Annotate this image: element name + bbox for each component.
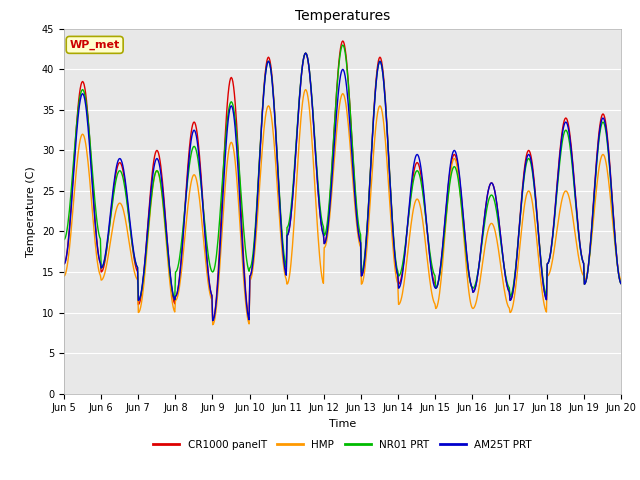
CR1000 panelT	[209, 318, 216, 324]
CR1000 panelT	[184, 163, 192, 168]
HMP	[209, 322, 216, 327]
HMP	[60, 273, 68, 279]
NR01 PRT	[127, 235, 135, 241]
AM25T PRT	[617, 281, 625, 287]
CR1000 panelT	[60, 261, 68, 267]
Y-axis label: Temperature (C): Temperature (C)	[26, 166, 36, 257]
AM25T PRT	[127, 231, 135, 237]
AM25T PRT	[214, 276, 222, 281]
HMP	[428, 291, 436, 297]
NR01 PRT	[214, 236, 222, 241]
AM25T PRT	[428, 272, 436, 277]
HMP	[412, 198, 419, 204]
AM25T PRT	[209, 318, 216, 324]
NR01 PRT	[412, 169, 419, 175]
CR1000 panelT	[70, 158, 78, 164]
HMP	[70, 193, 78, 199]
Line: AM25T PRT: AM25T PRT	[64, 53, 621, 321]
Text: WP_met: WP_met	[70, 40, 120, 50]
CR1000 panelT	[339, 38, 347, 44]
NR01 PRT	[428, 262, 436, 268]
NR01 PRT	[134, 298, 142, 303]
CR1000 panelT	[617, 280, 625, 286]
CR1000 panelT	[127, 235, 135, 241]
NR01 PRT	[70, 152, 78, 157]
NR01 PRT	[60, 237, 68, 242]
HMP	[302, 87, 310, 93]
CR1000 panelT	[412, 162, 419, 168]
HMP	[617, 276, 625, 282]
NR01 PRT	[185, 168, 193, 174]
HMP	[214, 286, 222, 292]
HMP	[127, 253, 135, 259]
X-axis label: Time: Time	[329, 419, 356, 429]
Title: Temperatures: Temperatures	[295, 10, 390, 24]
AM25T PRT	[184, 169, 192, 175]
NR01 PRT	[339, 42, 347, 48]
AM25T PRT	[70, 165, 78, 170]
Line: CR1000 panelT: CR1000 panelT	[64, 41, 621, 321]
AM25T PRT	[412, 154, 419, 160]
Line: NR01 PRT: NR01 PRT	[64, 45, 621, 300]
CR1000 panelT	[428, 269, 436, 275]
Line: HMP: HMP	[64, 90, 621, 324]
AM25T PRT	[60, 261, 68, 267]
AM25T PRT	[302, 50, 310, 56]
NR01 PRT	[617, 281, 625, 287]
Legend: CR1000 panelT, HMP, NR01 PRT, AM25T PRT: CR1000 panelT, HMP, NR01 PRT, AM25T PRT	[149, 436, 536, 454]
HMP	[184, 203, 192, 209]
CR1000 panelT	[214, 270, 222, 276]
